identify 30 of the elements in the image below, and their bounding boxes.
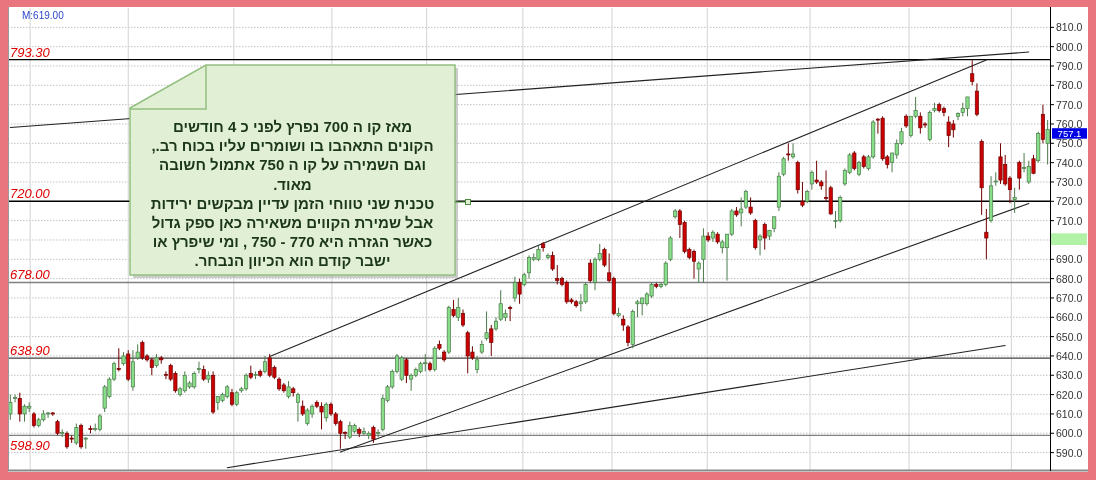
y-tick-label: 750.0 (1056, 137, 1083, 150)
y-tick-label: 740.0 (1056, 156, 1083, 169)
y-tick-label: 670.0 (1056, 291, 1083, 304)
y-tick-label: 730.0 (1056, 175, 1083, 188)
y-tick-label: 610.0 (1056, 407, 1083, 420)
y-tick-label: 660.0 (1056, 311, 1083, 324)
y-tick-label: 780.0 (1056, 79, 1083, 92)
y-tick-label: 710.0 (1056, 214, 1083, 227)
y-tick-label: 630.0 (1056, 369, 1083, 382)
annotation: M:619.00 (22, 10, 64, 21)
y-tick-label: 620.0 (1056, 388, 1083, 401)
y-tick-label: 640.0 (1056, 349, 1083, 362)
y-tick-label: 760.0 (1056, 118, 1083, 130)
y-tick-label: 810.0 (1056, 21, 1083, 34)
y-tick-label: 690.0 (1056, 253, 1083, 266)
annotation: מאז קו ה 700 נפרץ לפני כ 4 חודשים הקונים התאהבו בו ושומרים עליו בכוח רב., וגם השמירה על קו ה 750 אתמול חשובה מאוד. טכנית שני טווחי הזמן עדיין מבקשים ירידות אבל שמירת הקווים משאירה כאן ספק גדול כאשר הגזרה היא 770 - 750 , ומי שיפרץ או ישבר קודם הוא הכיוון הנבחר. (150, 117, 435, 271)
y-tick-label: 650.0 (1056, 330, 1083, 343)
ref-line-label: 638.90 (10, 343, 50, 359)
ref-line-label: 598.90 (10, 438, 50, 454)
annotation: 757.1 (1057, 127, 1082, 139)
y-tick-label: 770.0 (1056, 98, 1083, 111)
ref-line-label: 678.00 (10, 267, 50, 283)
ref-line-label: 793.30 (10, 44, 50, 60)
y-tick-label: 800.0 (1056, 40, 1083, 53)
ref-line-label: 720.00 (10, 186, 50, 202)
y-tick-label: 590.0 (1056, 446, 1083, 459)
y-tick-label: 680.0 (1056, 272, 1083, 285)
y-tick-label: 720.0 (1056, 195, 1083, 208)
y-tick-label: 600.0 (1056, 427, 1083, 440)
y-tick-label: 790.0 (1056, 60, 1083, 72)
